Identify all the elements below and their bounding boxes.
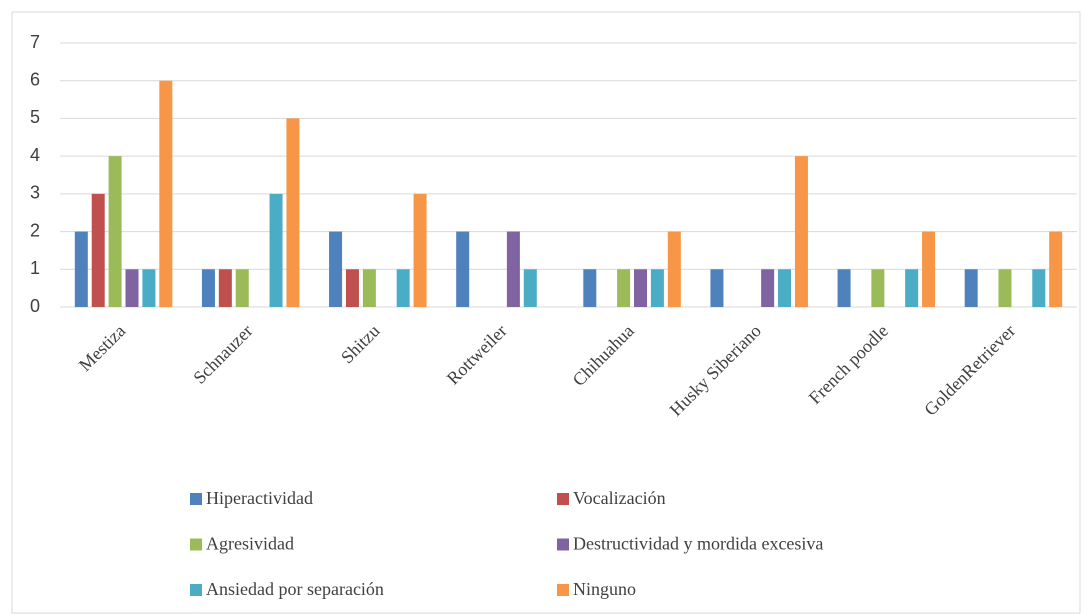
bar [871,269,885,307]
bar [286,118,300,307]
bar [456,231,470,307]
bar [269,193,283,307]
legend-label: Agresividad [206,534,294,554]
legend-swatch [190,584,202,596]
y-tick-label: 3 [30,183,40,203]
bar [523,269,537,307]
bar [710,269,724,307]
bar [218,269,232,307]
bar [159,80,173,307]
legend-swatch [557,538,569,551]
bar [617,269,631,307]
bar [1049,231,1063,307]
bar [905,269,919,307]
bar [413,193,427,307]
legend-label: Hiperactividad [206,488,313,508]
bar [922,231,936,307]
y-tick-label: 4 [30,145,40,165]
legend-label: Destructividad y mordida excesiva [573,534,823,554]
legend-swatch [190,493,202,505]
bar [667,231,681,307]
bar [998,269,1012,307]
y-tick-label: 5 [30,107,40,127]
y-tick-label: 7 [30,32,40,52]
bar [761,269,775,307]
bar [329,231,343,307]
bar [778,269,792,307]
bar [396,269,410,307]
bar [506,231,520,307]
bar [201,269,215,307]
bar [634,269,648,307]
bar [794,156,808,307]
bar [837,269,851,307]
bar [583,269,597,307]
bar [91,193,105,307]
bar [108,156,122,307]
bar [142,269,156,307]
y-tick-label: 0 [30,296,40,316]
bar [362,269,376,307]
legend-swatch [557,584,569,596]
y-tick-label: 1 [30,258,40,278]
legend-swatch [190,538,202,551]
y-tick-label: 6 [30,69,40,89]
bar [345,269,359,307]
y-tick-label: 2 [30,220,40,240]
bar [1032,269,1046,307]
legend-swatch [557,493,569,505]
bar [650,269,664,307]
legend-label: Vocalización [573,488,666,508]
bar [964,269,978,307]
legend-label: Ninguno [573,579,636,599]
chart-border [11,11,1081,614]
legend-label: Ansiedad por separación [206,579,384,599]
bar [74,231,88,307]
bar [125,269,139,307]
bar [235,269,249,307]
